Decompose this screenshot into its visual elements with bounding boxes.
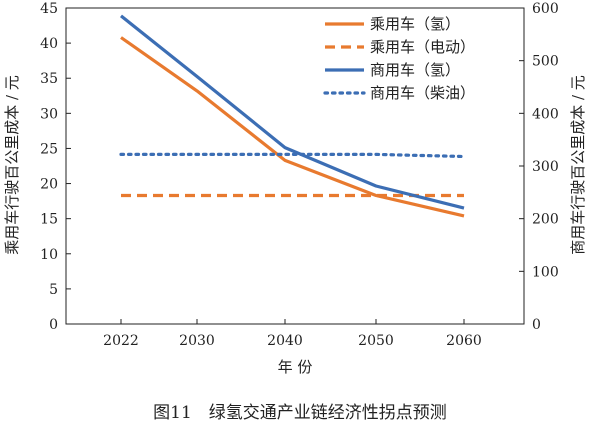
series-line-2	[120, 14, 465, 210]
right-axis: 0 100 200 300 400 500 600	[519, 1, 559, 333]
series-line-3	[119, 152, 466, 159]
series-line-0	[120, 36, 465, 218]
right-tick-label: 200	[532, 212, 559, 228]
left-tick-label: 25	[40, 141, 58, 157]
left-tick-label: 45	[40, 1, 58, 17]
x-tick-label: 2030	[179, 333, 215, 349]
series-layer	[119, 14, 466, 218]
x-axis: 2022 2030 2040 2050 2060	[103, 319, 482, 349]
right-axis-title: 商用车行驶百公里成本 / 元	[569, 75, 587, 255]
legend-label: 乘用车（氢）	[370, 15, 460, 33]
left-tick-label: 0	[49, 317, 58, 333]
right-tick-label: 300	[532, 159, 559, 175]
left-tick-label: 40	[40, 36, 58, 52]
x-tick-label: 2040	[267, 333, 303, 349]
right-tick-label: 600	[532, 1, 559, 17]
legend-label: 商用车（柴油）	[370, 84, 475, 102]
right-tick-label: 100	[532, 264, 559, 280]
legend-label: 乘用车（电动）	[370, 38, 475, 56]
left-tick-label: 15	[40, 212, 58, 228]
right-tick-label: 500	[532, 54, 559, 70]
right-tick-label: 400	[532, 106, 559, 122]
legend: 乘用车（氢） 乘用车（电动） 商用车（氢） 商用车（柴油）	[323, 15, 475, 102]
figure-caption: 图11 绿氢交通产业链经济性拐点预测	[153, 403, 447, 423]
left-tick-label: 35	[40, 71, 58, 87]
x-tick-label: 2050	[358, 333, 394, 349]
right-tick-label: 0	[532, 317, 541, 333]
left-tick-label: 5	[49, 282, 58, 298]
left-tick-label: 20	[40, 177, 58, 193]
x-axis-title: 年 份	[278, 358, 313, 376]
legend-label: 商用车（氢）	[370, 61, 460, 79]
x-tick-label: 2060	[446, 333, 482, 349]
left-tick-label: 10	[40, 247, 58, 263]
left-tick-label: 30	[40, 106, 58, 122]
left-axis: 0 5 10 15 20 25 30 35 40 45	[40, 1, 71, 333]
left-axis-title: 乘用车行驶百公里成本 / 元	[3, 75, 21, 255]
x-tick-label: 2022	[103, 333, 139, 349]
